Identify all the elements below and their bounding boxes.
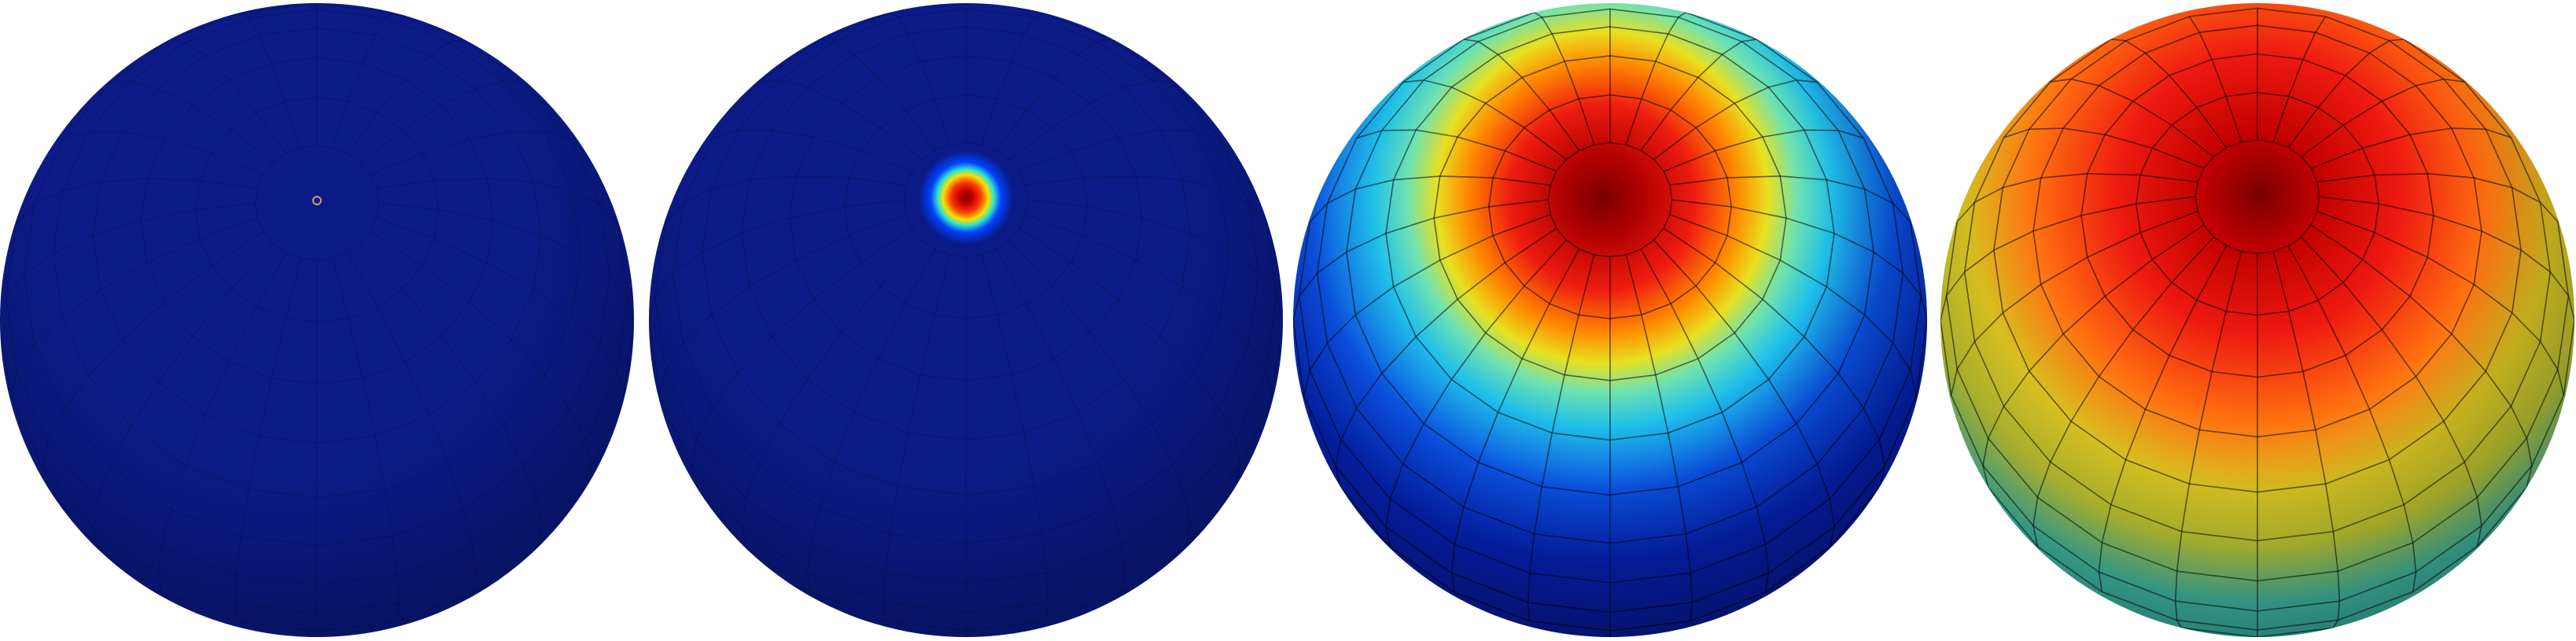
shading: [1940, 3, 2574, 637]
shading: [0, 3, 634, 637]
shading: [0, 3, 2574, 637]
shading: [1293, 3, 1927, 637]
shading: [649, 3, 1283, 637]
